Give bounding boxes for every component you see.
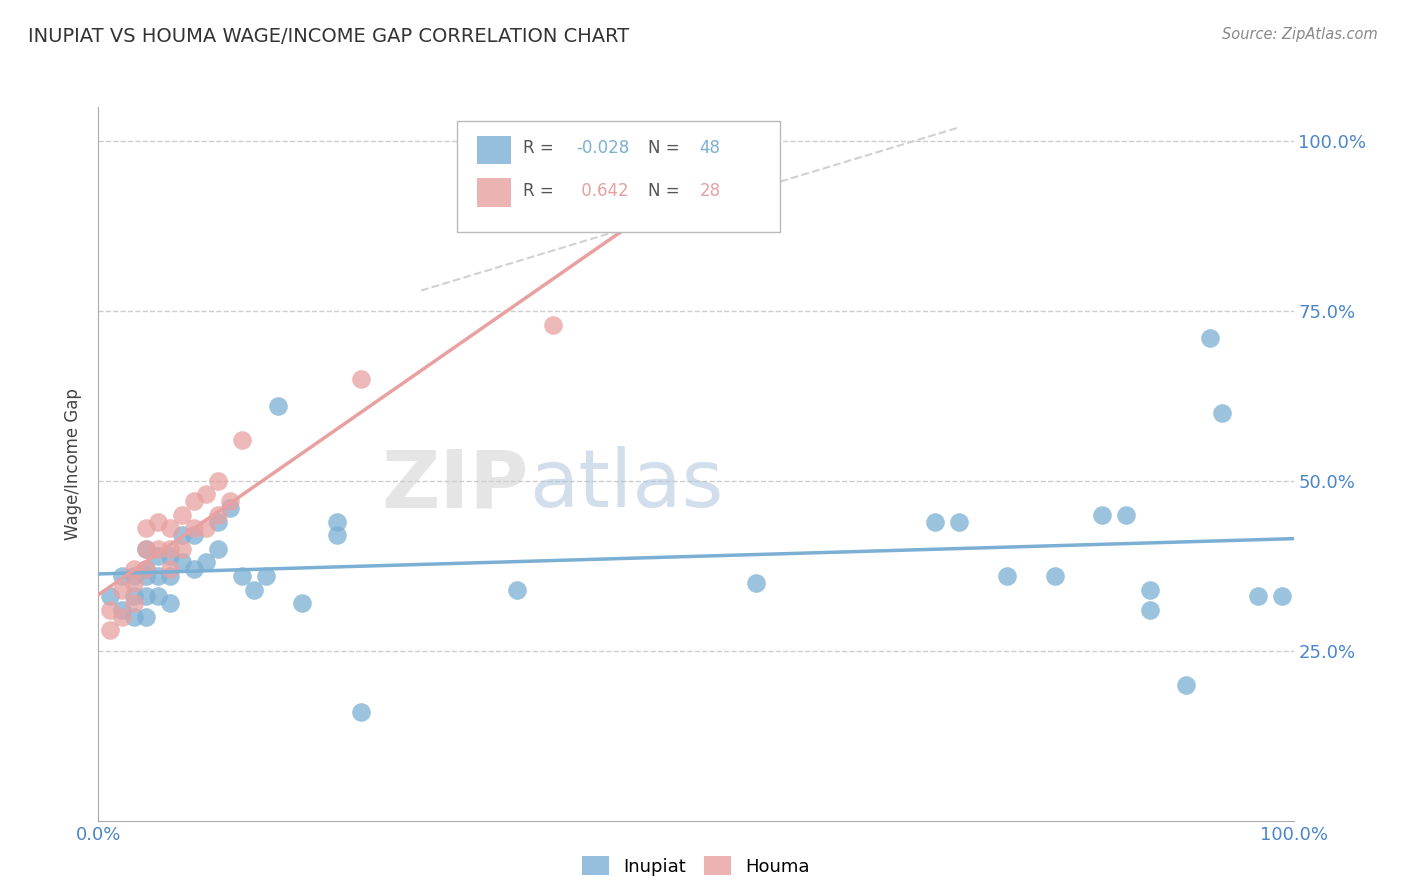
Text: 0.642: 0.642: [576, 182, 628, 200]
Point: [111, 609, 134, 624]
Text: 48: 48: [700, 139, 720, 157]
Point: [148, 569, 170, 583]
Point: [661, 216, 683, 230]
Point: [98, 590, 122, 604]
Point: [98, 624, 122, 638]
Point: [183, 494, 205, 508]
Point: [135, 541, 157, 556]
Point: [948, 515, 970, 529]
Point: [350, 705, 373, 719]
Point: [124, 562, 146, 576]
Point: [1043, 569, 1066, 583]
Point: [1246, 590, 1268, 604]
Point: [924, 515, 946, 529]
Point: [135, 541, 157, 556]
Point: [1211, 406, 1233, 420]
Point: [541, 318, 564, 332]
Point: [194, 521, 218, 535]
Point: [291, 596, 314, 610]
Point: [159, 596, 181, 610]
Point: [111, 569, 134, 583]
Point: [135, 562, 157, 576]
Point: [207, 515, 229, 529]
Point: [98, 603, 122, 617]
Point: [231, 433, 253, 447]
Point: [172, 541, 194, 556]
Point: [995, 569, 1018, 583]
Point: [172, 508, 194, 522]
Y-axis label: Wage/Income Gap: Wage/Income Gap: [65, 388, 83, 540]
Point: [148, 549, 170, 563]
Point: [194, 555, 218, 569]
Point: [183, 528, 205, 542]
Point: [183, 521, 205, 535]
Text: atlas: atlas: [529, 446, 723, 524]
Point: [148, 541, 170, 556]
Point: [111, 603, 134, 617]
Bar: [477, 178, 510, 207]
Point: [1175, 678, 1198, 692]
Bar: [477, 136, 510, 164]
Point: [135, 609, 157, 624]
Point: [219, 501, 242, 516]
Point: [745, 575, 768, 590]
Point: [124, 575, 146, 590]
Point: [1198, 331, 1220, 345]
Point: [194, 487, 218, 501]
Point: [267, 399, 290, 413]
Text: Source: ZipAtlas.com: Source: ZipAtlas.com: [1222, 27, 1378, 42]
Point: [111, 582, 134, 597]
Point: [350, 372, 373, 386]
Point: [135, 569, 157, 583]
Point: [1115, 508, 1137, 522]
Point: [254, 569, 277, 583]
Point: [183, 562, 205, 576]
Point: [207, 474, 229, 488]
Point: [219, 494, 242, 508]
Point: [231, 569, 253, 583]
Point: [1271, 590, 1294, 604]
Point: [506, 582, 529, 597]
Point: [243, 582, 266, 597]
Point: [1139, 603, 1161, 617]
Text: N =: N =: [648, 139, 685, 157]
FancyBboxPatch shape: [457, 121, 780, 232]
Point: [159, 521, 181, 535]
Point: [124, 569, 146, 583]
Point: [135, 562, 157, 576]
Point: [148, 590, 170, 604]
Text: R =: R =: [523, 139, 558, 157]
Point: [172, 555, 194, 569]
Point: [1091, 508, 1114, 522]
Text: R =: R =: [523, 182, 558, 200]
Point: [1139, 582, 1161, 597]
Text: N =: N =: [648, 182, 685, 200]
Point: [159, 549, 181, 563]
Text: ZIP: ZIP: [381, 446, 529, 524]
Legend: Inupiat, Houma: Inupiat, Houma: [575, 849, 817, 883]
Point: [326, 515, 349, 529]
Point: [135, 590, 157, 604]
Point: [207, 508, 229, 522]
Text: -0.028: -0.028: [576, 139, 630, 157]
Point: [159, 569, 181, 583]
Point: [159, 541, 181, 556]
Text: INUPIAT VS HOUMA WAGE/INCOME GAP CORRELATION CHART: INUPIAT VS HOUMA WAGE/INCOME GAP CORRELA…: [28, 27, 630, 45]
Point: [135, 521, 157, 535]
Point: [124, 596, 146, 610]
Point: [207, 541, 229, 556]
Point: [172, 528, 194, 542]
Point: [326, 528, 349, 542]
Point: [124, 590, 146, 604]
Point: [148, 515, 170, 529]
Text: 28: 28: [700, 182, 721, 200]
Point: [159, 562, 181, 576]
Point: [124, 609, 146, 624]
